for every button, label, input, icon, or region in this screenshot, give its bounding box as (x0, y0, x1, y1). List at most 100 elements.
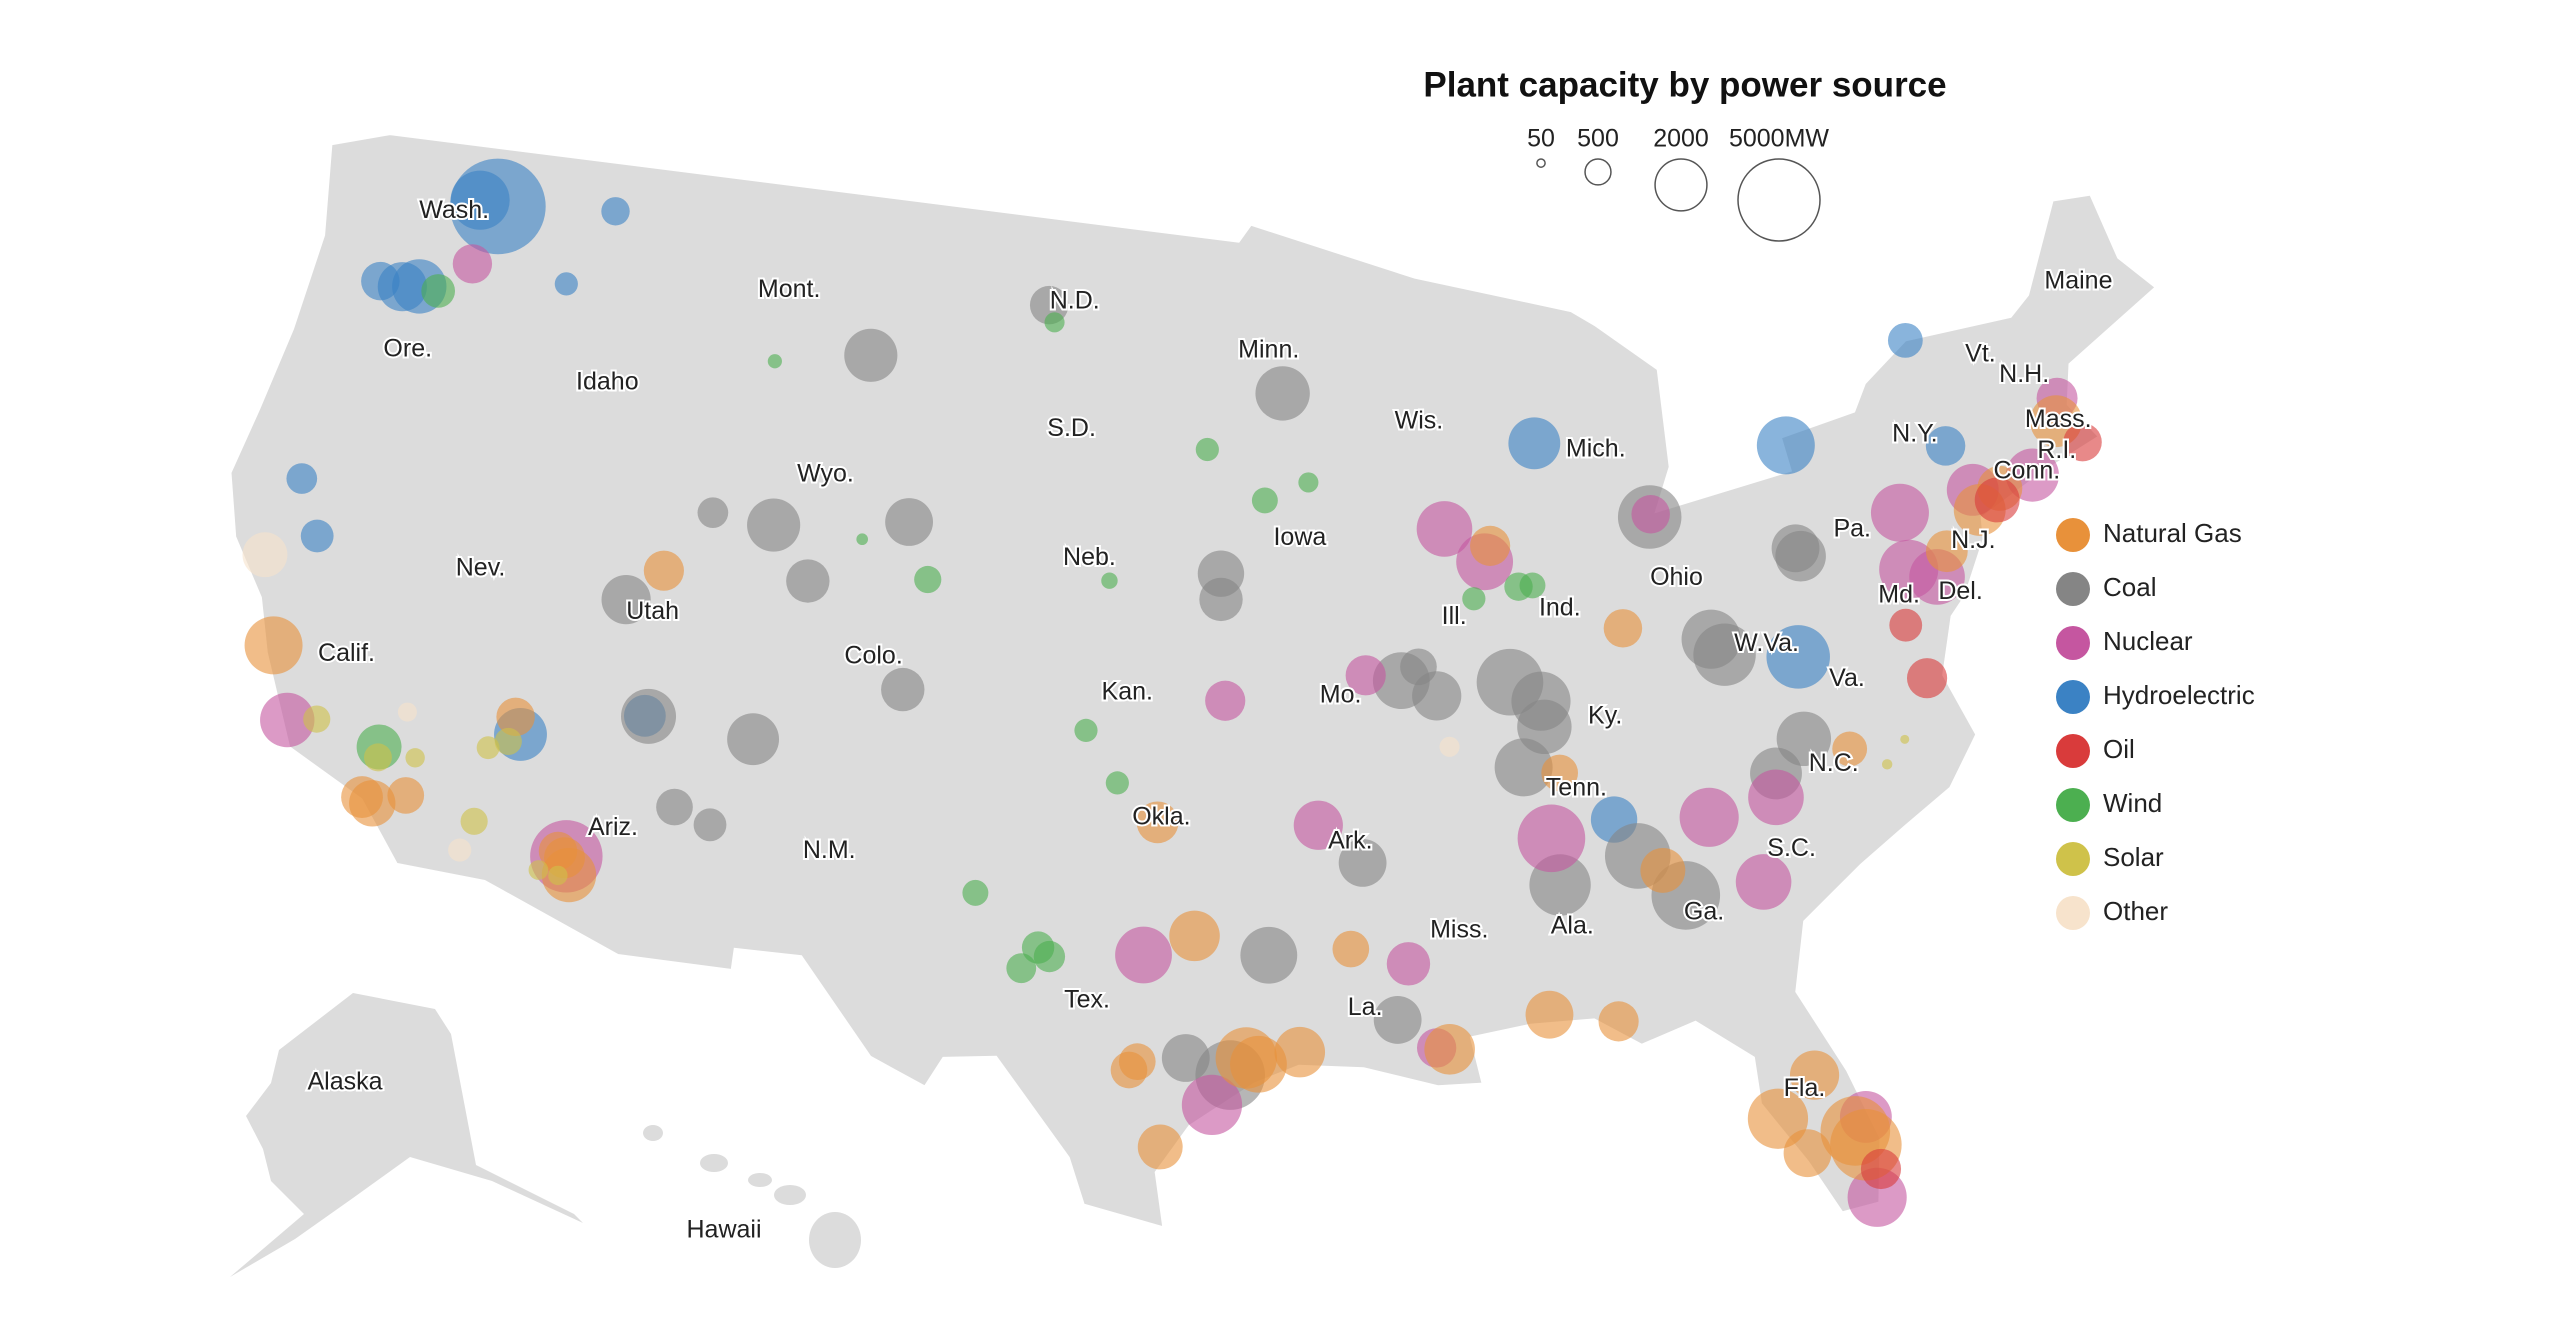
plant (1541, 754, 1578, 792)
state-label: Ohio (1650, 563, 1703, 591)
plant (1887, 322, 1923, 358)
legend-label: Hydroelectric (2103, 680, 2255, 710)
state-label: Mich. (1566, 435, 1626, 463)
legend-label: Other (2103, 896, 2168, 926)
plant (1439, 736, 1460, 757)
plant (656, 788, 693, 826)
plant (601, 197, 630, 226)
state-label: Fla. (1784, 1074, 1826, 1102)
plant (1881, 759, 1893, 770)
state-label: Okla. (1132, 803, 1190, 831)
plant (1332, 930, 1370, 968)
state-label: Minn. (1238, 336, 1299, 364)
state-label: Ariz. (588, 813, 638, 841)
plant (767, 354, 782, 369)
plant (1195, 437, 1219, 462)
plant (260, 692, 315, 748)
size-circle (1536, 158, 1546, 168)
size-label: 500 (1577, 125, 1619, 153)
state-label: Tenn. (1546, 773, 1607, 801)
state-label: S.C. (1767, 834, 1816, 862)
plant (421, 274, 456, 308)
state-label: Colo. (844, 641, 902, 669)
legend-label: Coal (2103, 572, 2156, 602)
state-label: Ala. (1551, 912, 1594, 940)
plant (914, 565, 942, 594)
legend-label: Wind (2103, 788, 2162, 818)
plant (1820, 1096, 1891, 1166)
plant (1298, 472, 1319, 493)
state-label: Ga. (1684, 898, 1724, 926)
plant (1416, 501, 1473, 557)
plant (1789, 1050, 1840, 1100)
plant (1681, 609, 1741, 669)
plant (494, 727, 522, 756)
plant (1345, 655, 1386, 696)
plant (1462, 587, 1486, 611)
legend-label: Solar (2103, 842, 2164, 872)
plant (538, 831, 578, 871)
state-label: N.J. (1951, 526, 1995, 554)
plant (1101, 572, 1118, 589)
legend-swatch (2056, 680, 2090, 714)
plant (1870, 483, 1929, 542)
plant (1338, 838, 1387, 887)
state-label: Mo. (1320, 681, 1362, 709)
plant (601, 574, 651, 625)
size-circle (1584, 158, 1612, 186)
plant (1900, 734, 1910, 744)
island (774, 1185, 806, 1205)
plant (2063, 422, 2102, 462)
plant (1118, 1043, 1156, 1080)
state-label: Va. (1829, 664, 1865, 692)
plant (452, 244, 493, 284)
plant (747, 498, 801, 552)
plant (1756, 416, 1815, 475)
plant (786, 559, 830, 603)
plant (1925, 426, 1966, 466)
plant (1974, 477, 2020, 523)
plant (1255, 366, 1310, 421)
color-legend: Natural Gas Coal Nuclear Hydroelectric Oil Wi… (2056, 518, 2255, 930)
state-label: Mass. (2025, 405, 2092, 433)
plant (1783, 1129, 1832, 1178)
plant (476, 736, 500, 760)
plant (1519, 572, 1546, 599)
plant (303, 705, 331, 733)
plant (856, 533, 868, 546)
plant (697, 497, 729, 529)
plant (1199, 577, 1243, 622)
plant (341, 776, 383, 818)
plant (450, 170, 510, 230)
plant (1115, 926, 1172, 984)
plant (528, 860, 549, 880)
plant (1631, 495, 1670, 534)
plant (397, 702, 417, 722)
plant (1517, 699, 1572, 755)
state-label: Nev. (456, 553, 506, 581)
plant (1386, 942, 1431, 986)
state-label: Utah (626, 597, 679, 625)
plant (1293, 800, 1343, 850)
plant (1508, 417, 1561, 470)
plant (1906, 658, 1948, 699)
size-label: 5000MW (1729, 125, 1829, 153)
plant (460, 807, 488, 835)
plant (1925, 530, 1968, 573)
state-label: Pa. (1833, 515, 1871, 543)
plant (1240, 926, 1298, 984)
legend-swatch (2056, 788, 2090, 822)
plant (1747, 1088, 1809, 1149)
state-label: Mont. (758, 275, 821, 303)
plant (1832, 731, 1868, 767)
plant (621, 688, 677, 744)
plant (1889, 608, 1923, 642)
plant (1006, 953, 1037, 984)
plant (1517, 804, 1586, 873)
legend-label: Oil (2103, 734, 2135, 764)
plants (242, 158, 2102, 1227)
size-circle (1654, 158, 1708, 212)
hawaii-outline (643, 1125, 861, 1268)
state-label: N.C. (1809, 749, 1859, 777)
plant (1044, 312, 1065, 333)
